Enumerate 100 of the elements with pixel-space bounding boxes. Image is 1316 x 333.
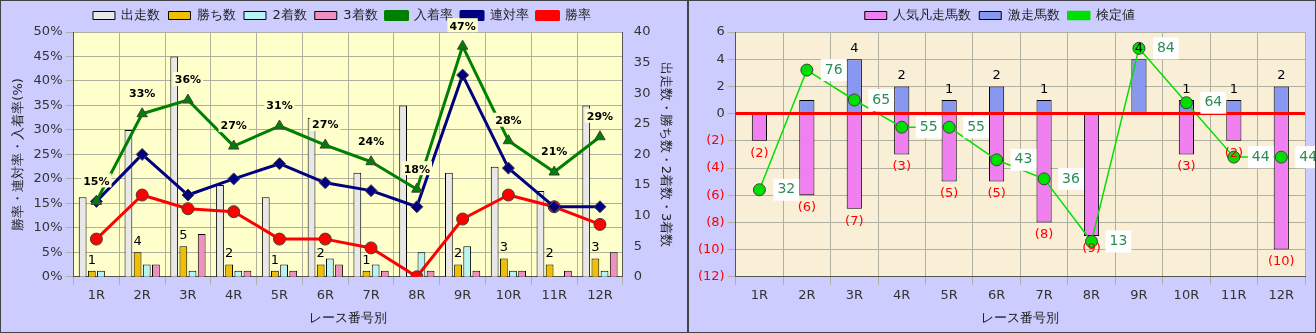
data-label: 4 (850, 40, 859, 56)
y-tick-label: 15% (33, 194, 63, 210)
y-tick-label: 0 (716, 104, 725, 120)
point (1179, 96, 1193, 110)
y-tick-label: (12) (698, 268, 725, 284)
data-label: 1 (1229, 80, 1238, 96)
y-tick-label: 2 (716, 77, 725, 93)
legend-label: 激走馬数 (1007, 6, 1060, 22)
point (227, 172, 241, 186)
data-label: 2 (316, 245, 325, 261)
x-tick-label: 4R (225, 286, 243, 302)
data-label: 27% (312, 118, 339, 132)
data-label: 76 (824, 60, 843, 77)
x-tick-label: 6R (316, 286, 334, 302)
legend-label: 3着数 (343, 6, 378, 22)
x-tick-label: 7R (362, 286, 380, 302)
x-tick-label: 8R (1082, 286, 1101, 302)
data-label: 1 (945, 80, 954, 96)
data-label: 27% (220, 119, 247, 133)
y-tick-label: 10% (33, 219, 63, 235)
y-tick-label: 30% (33, 121, 63, 137)
x-tick-label: 9R (453, 286, 472, 302)
data-label: (6) (797, 199, 817, 215)
y-tick-label: 20% (33, 170, 63, 186)
point (501, 161, 515, 175)
data-label: 2 (1277, 67, 1286, 83)
point (228, 139, 240, 150)
point (364, 184, 378, 198)
point (895, 120, 909, 134)
point (365, 155, 377, 166)
y-tick-label: 40% (33, 72, 63, 88)
data-label: (5) (939, 185, 959, 201)
x-tick-label: 7R (1035, 286, 1053, 302)
x-tick-label: 11R (541, 286, 567, 302)
legend-label: 連対率 (489, 6, 529, 22)
x-tick-label: 3R (179, 286, 197, 302)
data-label: 55 (967, 117, 985, 134)
data-label: 55 (919, 117, 938, 134)
data-label: 84 (1156, 38, 1175, 55)
data-label: 1 (270, 251, 280, 267)
x-tick-label: 10R (1173, 286, 1200, 302)
data-label: (3) (892, 158, 911, 174)
y-tick-label: (4) (706, 159, 725, 175)
point (318, 232, 332, 246)
data-label: 36 (1062, 169, 1080, 186)
x-tick-label: 12R (587, 286, 613, 302)
y-tick-label: 35% (33, 96, 63, 112)
point (135, 188, 149, 202)
data-label: 18% (403, 162, 431, 176)
data-label: 28% (495, 114, 522, 128)
point (89, 232, 103, 246)
point (752, 183, 766, 197)
data-label: (10) (1267, 253, 1295, 269)
point (410, 200, 424, 214)
point (594, 130, 606, 141)
point (501, 188, 515, 202)
data-label: 5 (179, 227, 188, 243)
point (1037, 172, 1051, 186)
data-label: 31% (266, 99, 293, 113)
y2-tick-label: 40 (633, 23, 651, 39)
point (502, 134, 515, 145)
data-label: 43 (1014, 150, 1033, 167)
x-axis-title: レース番号別 (981, 309, 1060, 325)
data-label: 2 (992, 67, 1001, 83)
data-label: 3 (591, 239, 600, 255)
data-label: 47% (449, 19, 476, 33)
y2-tick-label: 0 (633, 268, 643, 284)
data-label: 36% (174, 73, 202, 87)
x-tick-label: 6R (987, 286, 1006, 302)
x-tick-label: 10R (495, 286, 522, 302)
x-tick-label: 1R (87, 286, 106, 302)
y-tick-label: 4 (716, 50, 725, 66)
point (411, 182, 423, 193)
y-tick-label: (8) (706, 213, 725, 229)
y2-tick-label: 15 (633, 176, 651, 192)
point (548, 165, 560, 176)
x-tick-label: 5R (270, 286, 289, 302)
data-label: 1 (1182, 80, 1191, 96)
data-label: 2 (545, 245, 554, 261)
x-tick-label: 4R (893, 286, 911, 302)
data-label: 33% (128, 87, 156, 101)
y2-tick-label: 25 (633, 115, 651, 131)
point (364, 241, 378, 255)
data-label: 4 (1134, 40, 1144, 56)
legend-label: 検定値 (1096, 6, 1136, 22)
legend-label: 入着率 (414, 6, 454, 22)
data-label: (3) (1177, 158, 1196, 174)
x-tick-label: 11R (1221, 286, 1247, 302)
x-tick-label: 9R (1130, 286, 1148, 302)
point (273, 157, 287, 171)
point (456, 212, 470, 226)
point (181, 188, 195, 202)
y-tick-label: (10) (698, 240, 725, 256)
data-label: 1 (362, 251, 371, 267)
y-tick-label: 50% (33, 23, 63, 39)
y-tick-label: 6 (716, 23, 725, 39)
point (456, 39, 469, 50)
y2-tick-label: 5 (633, 237, 643, 253)
legend-label: 勝率 (565, 6, 592, 22)
x-tick-label: 5R (940, 286, 958, 302)
